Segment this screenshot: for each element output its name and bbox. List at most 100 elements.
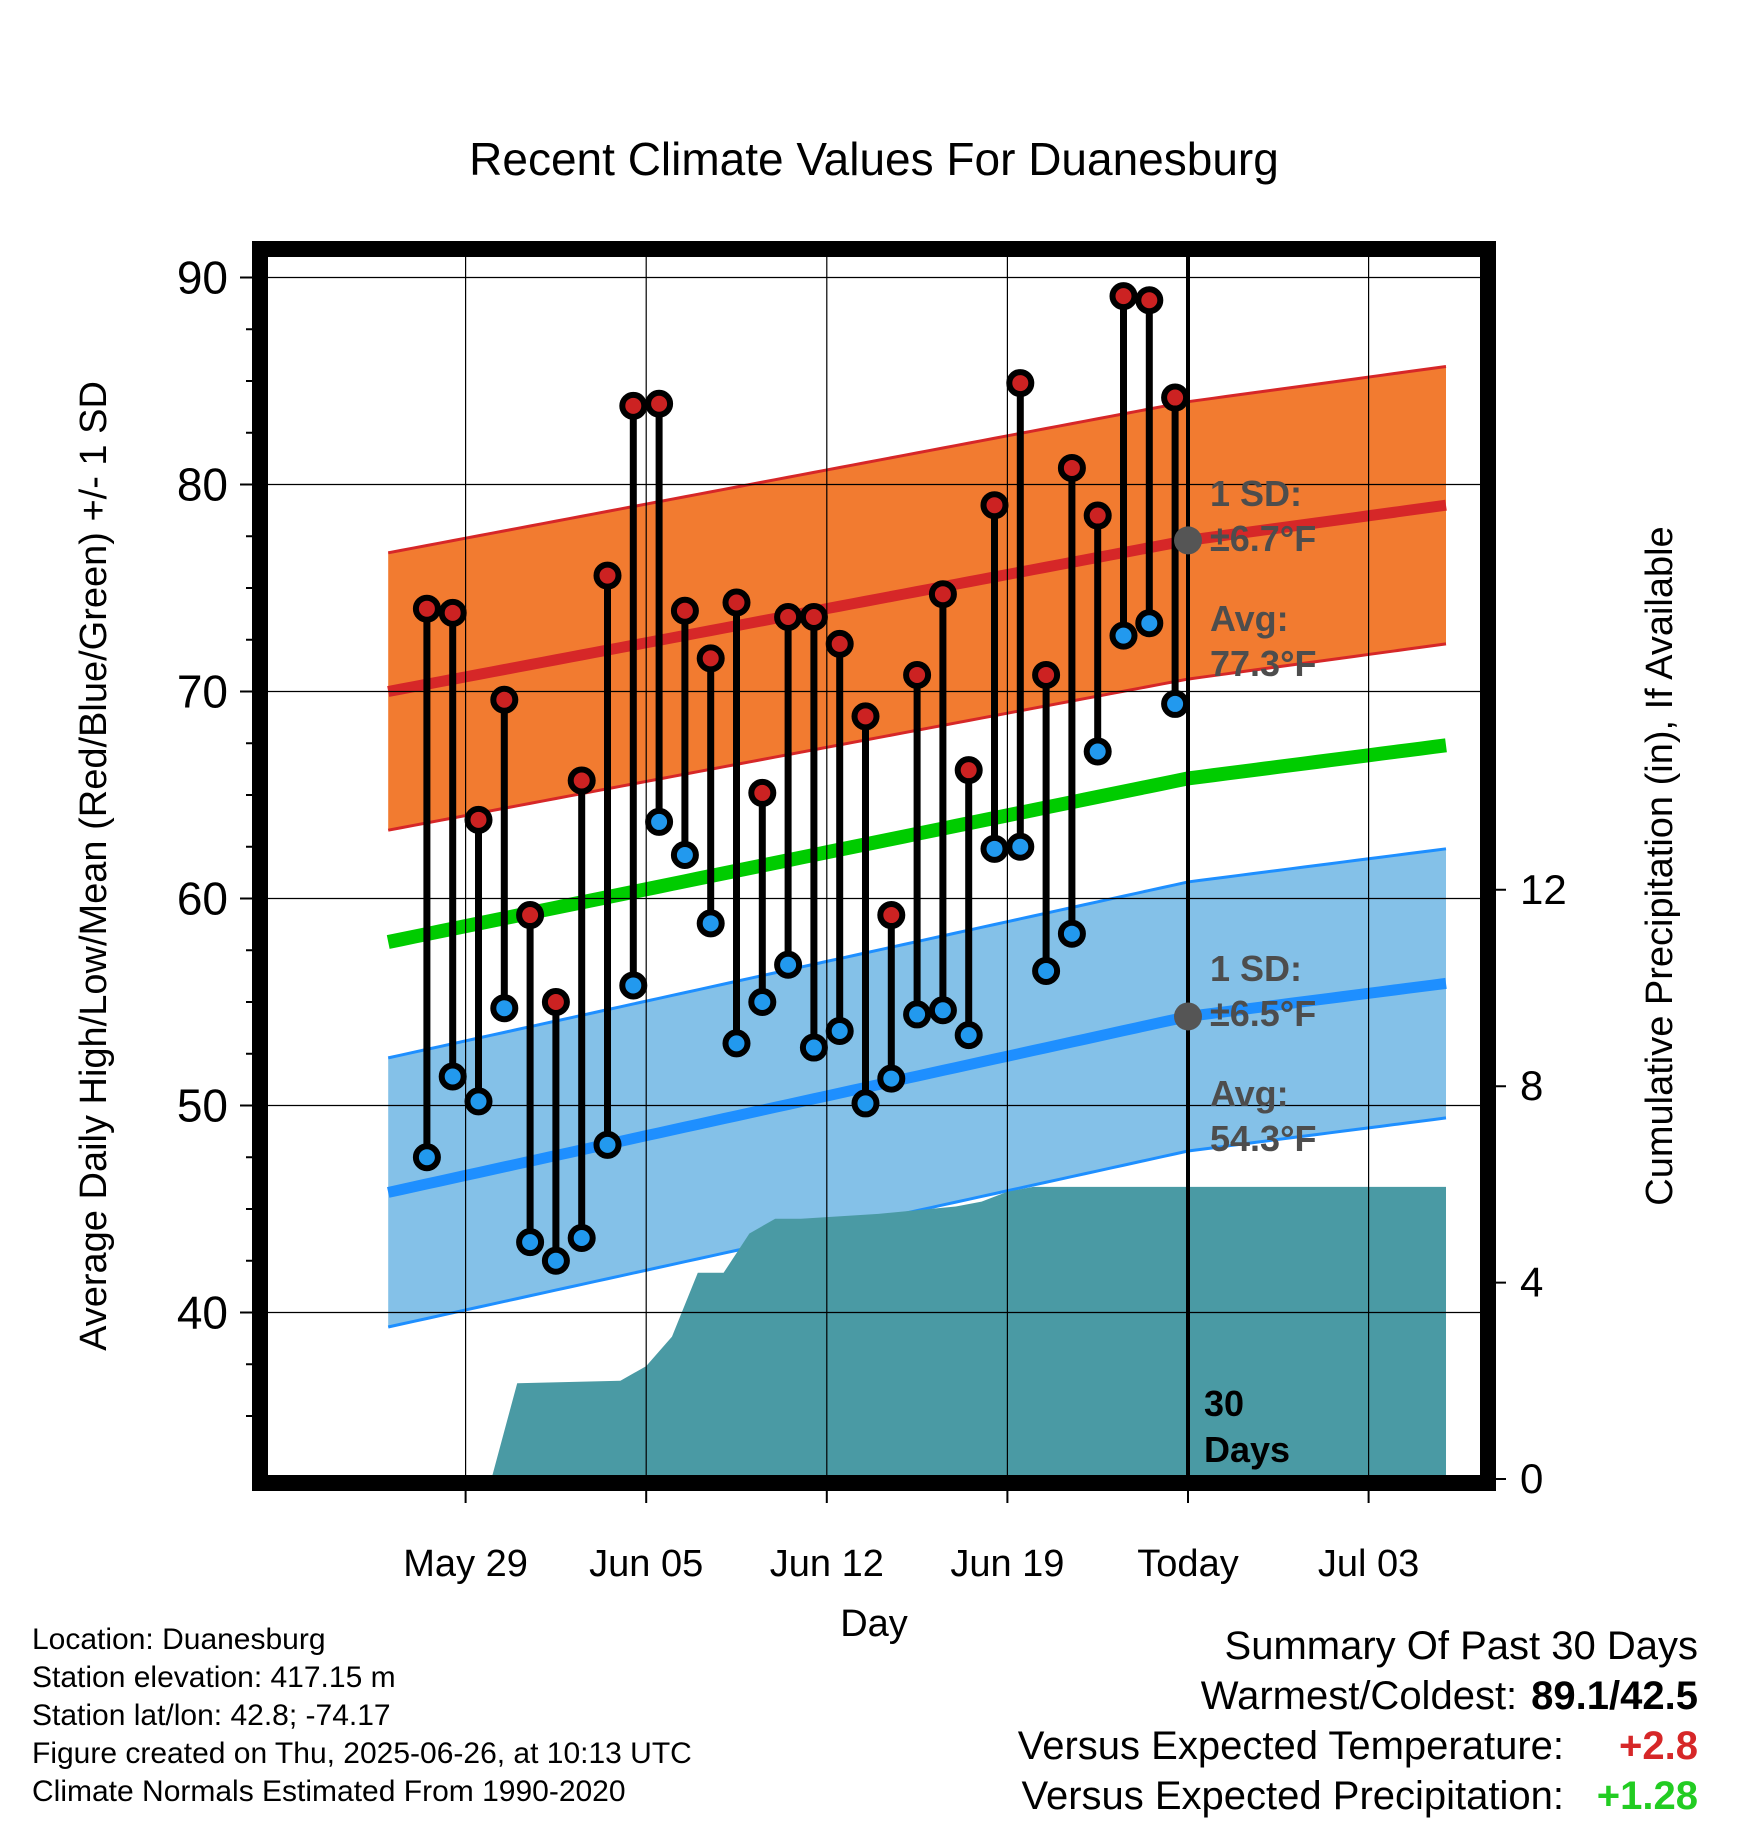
daily-high-point	[799, 602, 828, 631]
temp-value: +2.8	[1619, 1724, 1698, 1768]
y2-axis-label: Cumulative Precipitation (in), If Availa…	[1639, 526, 1681, 1205]
daily-high-point	[619, 391, 648, 420]
y-axis-label: Average Daily High/Low/Mean (Red/Blue/Gr…	[73, 381, 115, 1351]
daily-high-point	[438, 598, 467, 627]
daily-low-point	[825, 1016, 854, 1045]
y-tick-label: 90	[177, 252, 228, 304]
y-tick-label: 40	[177, 1287, 228, 1339]
daily-high-point	[851, 702, 880, 731]
annotations: 1 SD: ±6.7°F Avg: 77.3°F 1 SD: ±6.5°F Av…	[1204, 473, 1316, 1470]
daily-high-point	[1083, 501, 1112, 530]
x-tick-label: Jun 19	[950, 1543, 1064, 1585]
high-avg-value: 77.3°F	[1210, 643, 1316, 684]
x-tick-label: Jul 03	[1318, 1543, 1419, 1585]
station-info: Location: Duanesburg Station elevation: …	[32, 1621, 692, 1811]
x-axis-label: Day	[840, 1603, 908, 1645]
daily-low-point	[541, 1246, 570, 1275]
daily-high-point	[722, 588, 751, 617]
daily-low-point	[645, 807, 674, 836]
plot-area	[386, 365, 1447, 1479]
daily-high-point	[464, 805, 493, 834]
summary-temp-row: Versus Expected Temperature: +2.8	[1018, 1721, 1698, 1771]
days-count-label: 30	[1204, 1383, 1244, 1424]
daily-low-point	[567, 1223, 596, 1252]
daily-high-point	[490, 685, 519, 714]
daily-low-point	[774, 950, 803, 979]
daily-low-point	[799, 1033, 828, 1062]
daily-high-point	[516, 901, 545, 930]
summary-title: Summary Of Past 30 Days	[1224, 1624, 1698, 1668]
summary-panel: Summary Of Past 30 Days Warmest/Coldest:…	[1018, 1621, 1698, 1821]
daily-low-point	[619, 971, 648, 1000]
daily-low-point	[722, 1029, 751, 1058]
axes: 40 50 60 70 80 90 0 4 8 12 May 29 Jun 05 Jun 12 Jun 1…	[177, 252, 1567, 1586]
daily-low-point	[1109, 621, 1138, 650]
daily-low-point	[903, 1000, 932, 1029]
daily-high-point	[1109, 282, 1138, 311]
daily-low-point	[851, 1089, 880, 1118]
normals-text: Climate Normals Estimated From 1990-2020	[32, 1775, 626, 1808]
daily-high-point	[748, 778, 777, 807]
today-low-avg-marker	[1174, 1002, 1202, 1031]
high-avg-label: Avg:	[1210, 598, 1289, 639]
daily-high-point	[1161, 383, 1190, 412]
daily-high-point	[1057, 453, 1086, 482]
daily-low-point	[1032, 956, 1061, 985]
daily-low-point	[928, 996, 957, 1025]
daily-low-point	[877, 1064, 906, 1093]
daily-low-point	[593, 1130, 622, 1159]
daily-high-point	[670, 596, 699, 625]
daily-high-point	[1032, 660, 1061, 689]
low-avg-label: Avg:	[1210, 1073, 1289, 1114]
daily-low-point	[516, 1228, 545, 1257]
daily-low-point	[1057, 919, 1086, 948]
normal-high-band	[388, 366, 1447, 831]
daily-low-point	[490, 994, 519, 1023]
chart-title: Recent Climate Values For Duanesburg	[469, 133, 1279, 185]
x-tick-label: May 29	[403, 1543, 528, 1585]
daily-low-point	[980, 834, 1009, 863]
daily-high-point	[954, 756, 983, 785]
daily-low-point	[1135, 609, 1164, 638]
x-tick-label: Jun 05	[589, 1543, 703, 1585]
daily-low-point	[670, 841, 699, 870]
daily-low-point	[412, 1143, 441, 1172]
elevation-text: Station elevation: 417.15 m	[32, 1661, 396, 1694]
latlon-text: Station lat/lon: 42.8; -74.17	[32, 1699, 391, 1732]
daily-high-point	[1135, 286, 1164, 315]
normal-low-band	[388, 848, 1447, 1327]
daily-high-point	[412, 594, 441, 623]
daily-high-point	[928, 580, 957, 609]
y2-tick-label: 4	[1520, 1259, 1543, 1306]
x-tick-label: Jun 12	[770, 1543, 884, 1585]
y2-tick-label: 12	[1520, 866, 1567, 913]
daily-high-point	[877, 901, 906, 930]
high-sd-label: 1 SD:	[1210, 473, 1302, 514]
daily-high-point	[541, 988, 570, 1016]
low-sd-label: 1 SD:	[1210, 948, 1302, 989]
daily-low-point	[438, 1062, 467, 1091]
created-text: Figure created on Thu, 2025-06-26, at 10…	[32, 1737, 692, 1770]
daily-high-point	[593, 561, 622, 590]
y-tick-label: 60	[177, 873, 228, 925]
daily-low-point	[1083, 737, 1112, 766]
normal-high-band-upper-edge	[387, 365, 1447, 555]
daily-low-point	[748, 988, 777, 1016]
y-tick-label: 70	[177, 666, 228, 718]
daily-high-point	[645, 389, 674, 418]
x-tick-label: Today	[1137, 1543, 1238, 1585]
location-text: Location: Duanesburg	[32, 1623, 326, 1656]
daily-high-point	[980, 491, 1009, 520]
daily-high-point	[696, 644, 725, 673]
y-tick-label: 80	[177, 459, 228, 511]
daily-high-point	[903, 660, 932, 689]
normal-high-line	[387, 499, 1447, 697]
daily-low-point	[954, 1021, 983, 1050]
daily-low-point	[1161, 689, 1190, 718]
days-word-label: Days	[1204, 1429, 1290, 1470]
warmest-label: Warmest/Coldest:	[1200, 1674, 1518, 1718]
precip-area	[491, 1186, 1446, 1479]
daily-low-point	[696, 909, 725, 938]
today-high-avg-marker	[1174, 526, 1202, 555]
